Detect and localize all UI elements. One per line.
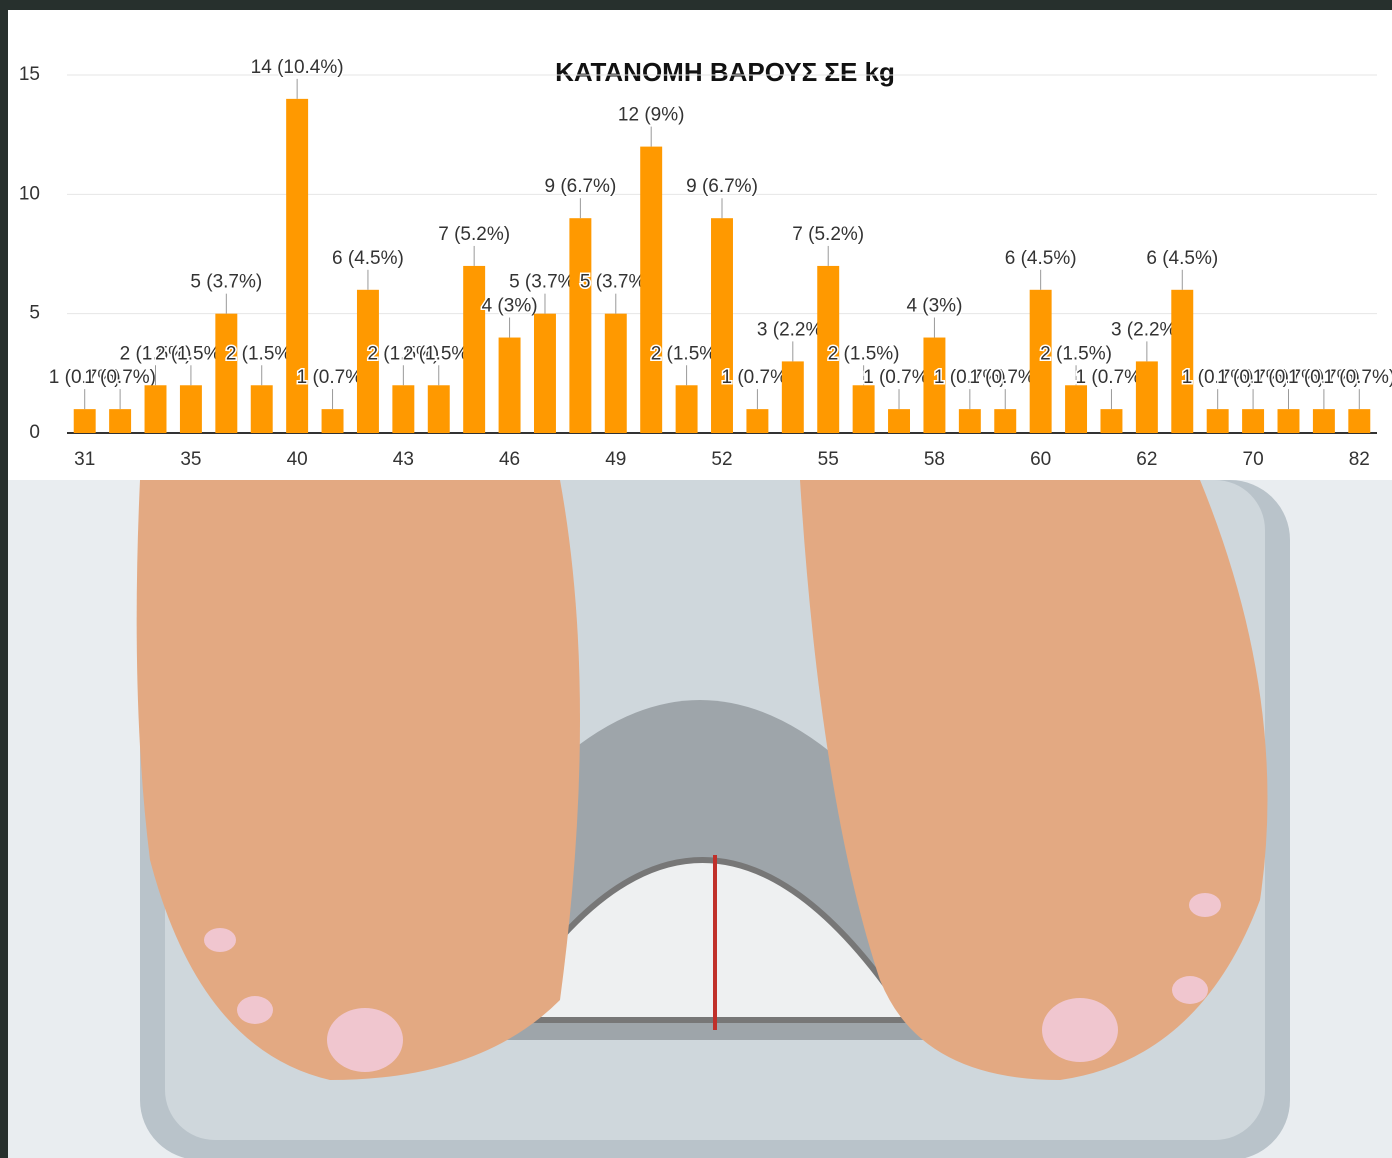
- x-tick-label: 52: [711, 449, 732, 470]
- x-tick-label: 31: [74, 449, 95, 470]
- value-label: 2 (1.5%): [1040, 343, 1112, 364]
- bar: [1207, 409, 1229, 433]
- bar: [251, 385, 273, 433]
- bar: [853, 385, 875, 433]
- y-tick-label: 15: [19, 64, 40, 85]
- value-label: 4 (3%): [482, 296, 538, 317]
- x-tick-label: 40: [287, 449, 308, 470]
- value-label: 7 (5.2%): [438, 224, 510, 245]
- bar: [180, 385, 202, 433]
- bar: [640, 147, 662, 433]
- x-tick-label: 43: [393, 449, 414, 470]
- y-tick-label: 5: [29, 303, 40, 324]
- x-tick-label: 35: [180, 449, 201, 470]
- bar: [1065, 385, 1087, 433]
- value-label: 9 (6.7%): [686, 176, 758, 197]
- bar: [1313, 409, 1335, 433]
- bar: [74, 409, 96, 433]
- x-tick-label: 60: [1030, 449, 1051, 470]
- bar: [145, 385, 167, 433]
- value-label: 14 (10.4%): [251, 57, 344, 78]
- photo: [8, 480, 1392, 1158]
- bar: [392, 385, 414, 433]
- value-label: 4 (3%): [906, 296, 962, 317]
- bar: [605, 314, 627, 433]
- chart-title: ΚΑΤΑΝΟΜΗ ΒΑΡΟΥΣ ΣΕ kg: [555, 57, 895, 87]
- bar: [463, 266, 485, 433]
- y-tick-label: 10: [19, 183, 40, 204]
- bar: [534, 314, 556, 433]
- bar: [1136, 361, 1158, 433]
- bar: [322, 409, 344, 433]
- bar: [1100, 409, 1122, 433]
- value-label: 6 (4.5%): [1005, 248, 1077, 269]
- x-tick-label: 49: [605, 449, 626, 470]
- bar: [1242, 409, 1264, 433]
- bar: [215, 314, 237, 433]
- bar: [499, 338, 521, 433]
- bar: [994, 409, 1016, 433]
- bar: [782, 361, 804, 433]
- value-label: 1 (0.7%): [84, 367, 156, 388]
- y-tick-label: 0: [29, 422, 40, 443]
- value-label: 12 (9%): [618, 105, 685, 126]
- value-label: 1 (0.7%): [1323, 367, 1392, 388]
- bar: [676, 385, 698, 433]
- value-label: 5 (3.7%): [190, 272, 262, 293]
- bar: [428, 385, 450, 433]
- bar: [888, 409, 910, 433]
- value-label: 2 (1.5%): [828, 343, 900, 364]
- value-label: 9 (6.7%): [544, 176, 616, 197]
- x-tick-label: 70: [1243, 449, 1264, 470]
- page: {"chart_data": {"type": "bar", "title": …: [0, 0, 1392, 1158]
- value-label: 7 (5.2%): [792, 224, 864, 245]
- x-tick-label: 82: [1349, 449, 1370, 470]
- value-label: 6 (4.5%): [332, 248, 404, 269]
- value-label: 6 (4.5%): [1146, 248, 1218, 269]
- bar: [569, 218, 591, 433]
- bar: [1348, 409, 1370, 433]
- x-tick-label: 46: [499, 449, 520, 470]
- bar: [746, 409, 768, 433]
- bar: [711, 218, 733, 433]
- bar: [1171, 290, 1193, 433]
- slide: ΚΑΤΑΝΟΜΗ ΒΑΡΟΥΣ ΣΕ kg 0 5 10 15 31 1 (0.7%) 1 …: [0, 0, 1392, 1158]
- bar: [1278, 409, 1300, 433]
- x-tick-label: 58: [924, 449, 945, 470]
- x-tick-label: 55: [818, 449, 839, 470]
- x-tick-label: 62: [1136, 449, 1157, 470]
- bar: [109, 409, 131, 433]
- bar: [959, 409, 981, 433]
